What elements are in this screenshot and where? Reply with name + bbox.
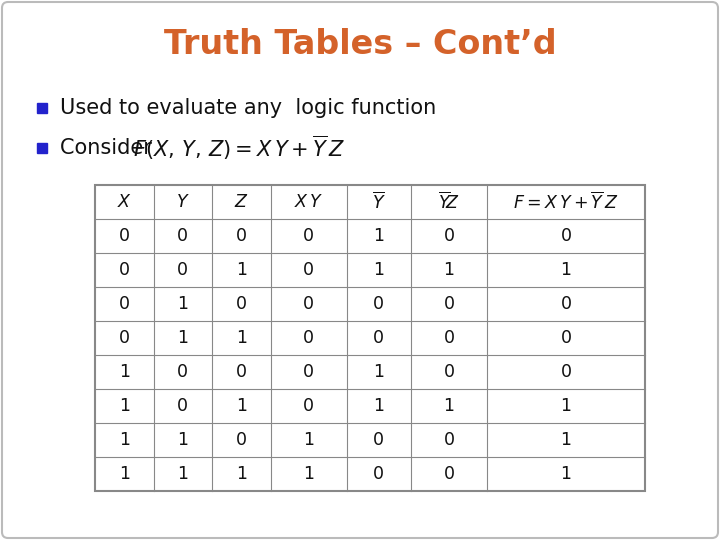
Text: 0: 0: [177, 261, 188, 279]
Text: 0: 0: [235, 295, 247, 313]
Text: 0: 0: [177, 363, 188, 381]
Text: 0: 0: [119, 261, 130, 279]
Text: 0: 0: [119, 329, 130, 347]
Text: 1: 1: [560, 465, 572, 483]
Text: 0: 0: [444, 431, 454, 449]
Text: 1: 1: [373, 397, 384, 415]
Text: 0: 0: [303, 261, 314, 279]
Text: Truth Tables – Cont’d: Truth Tables – Cont’d: [163, 28, 557, 60]
Text: 1: 1: [119, 465, 130, 483]
Text: Consider: Consider: [60, 138, 158, 158]
Text: 1: 1: [373, 363, 384, 381]
Text: $Z$: $Z$: [234, 193, 248, 211]
Text: 0: 0: [560, 227, 572, 245]
Text: 1: 1: [303, 465, 314, 483]
Text: 1: 1: [560, 397, 572, 415]
Text: $Y$: $Y$: [176, 193, 189, 211]
Text: $\overline{Y}\!Z$: $\overline{Y}\!Z$: [438, 191, 460, 213]
Text: 1: 1: [177, 431, 188, 449]
Text: 0: 0: [444, 363, 454, 381]
Text: 1: 1: [444, 261, 454, 279]
Text: 1: 1: [235, 465, 247, 483]
Text: $F = X\,Y + \overline{Y}\,Z$: $F = X\,Y + \overline{Y}\,Z$: [513, 191, 618, 213]
Text: Used to evaluate any  logic function: Used to evaluate any logic function: [60, 98, 436, 118]
Text: 0: 0: [303, 363, 314, 381]
Text: 1: 1: [560, 261, 572, 279]
Text: 0: 0: [303, 295, 314, 313]
Text: 0: 0: [177, 227, 188, 245]
Text: 1: 1: [177, 329, 188, 347]
Text: 0: 0: [373, 295, 384, 313]
Text: 0: 0: [235, 227, 247, 245]
Text: 0: 0: [119, 295, 130, 313]
Text: $F(X,\,Y,\,Z) = X\,Y + \overline{Y}\,Z$: $F(X,\,Y,\,Z) = X\,Y + \overline{Y}\,Z$: [133, 134, 346, 162]
Text: 0: 0: [444, 227, 454, 245]
Text: 0: 0: [373, 329, 384, 347]
Text: 1: 1: [373, 227, 384, 245]
Text: 1: 1: [235, 397, 247, 415]
Text: 0: 0: [373, 465, 384, 483]
Text: 0: 0: [235, 431, 247, 449]
Text: 1: 1: [177, 295, 188, 313]
Text: 1: 1: [119, 363, 130, 381]
Text: 0: 0: [560, 295, 572, 313]
Text: 0: 0: [560, 329, 572, 347]
Text: 1: 1: [444, 397, 454, 415]
Text: 1: 1: [303, 431, 314, 449]
Text: $X\,Y$: $X\,Y$: [294, 193, 323, 211]
Text: 0: 0: [119, 227, 130, 245]
Text: 1: 1: [119, 397, 130, 415]
Text: 0: 0: [177, 397, 188, 415]
Text: 1: 1: [119, 431, 130, 449]
Text: 0: 0: [444, 329, 454, 347]
Text: 0: 0: [444, 465, 454, 483]
Text: 0: 0: [303, 397, 314, 415]
Text: 0: 0: [303, 329, 314, 347]
Text: 0: 0: [444, 295, 454, 313]
Text: 1: 1: [235, 329, 247, 347]
Text: 1: 1: [560, 431, 572, 449]
Text: 1: 1: [177, 465, 188, 483]
Text: 0: 0: [235, 363, 247, 381]
Text: 0: 0: [373, 431, 384, 449]
Text: 1: 1: [373, 261, 384, 279]
Text: $\overline{Y}$: $\overline{Y}$: [372, 192, 386, 212]
Text: 0: 0: [303, 227, 314, 245]
Text: 1: 1: [235, 261, 247, 279]
Text: $X$: $X$: [117, 193, 132, 211]
Bar: [95, 185, 645, 491]
Text: 0: 0: [560, 363, 572, 381]
